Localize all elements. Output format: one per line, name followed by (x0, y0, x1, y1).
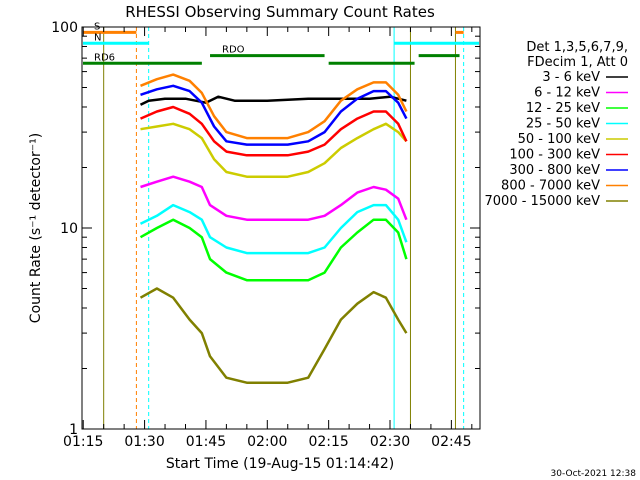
legend-label-7: 800 - 7000 keV (501, 179, 600, 194)
series-line-4 (140, 122, 408, 178)
legend-header-2: FDecim 1, Att 0 (527, 55, 628, 70)
series-line-8 (139, 287, 408, 384)
chart-title: RHESSI Observing Summary Count Rates (125, 3, 435, 21)
legend-label-2: 12 - 25 keV (526, 101, 600, 116)
annotation-label-n: N (94, 32, 101, 43)
annotation-label-rd6: RD6 (94, 52, 115, 63)
x-tick-label-02:30: 02:30 (370, 434, 410, 450)
series-line-1 (140, 175, 408, 221)
legend: Det 1,3,5,6,7,9, FDecim 1, Att 0 3 - 6 k… (485, 40, 628, 209)
x-tick-label-02:00: 02:00 (247, 434, 287, 450)
legend-label-5: 100 - 300 keV (509, 148, 600, 163)
legend-label-8: 7000 - 15000 keV (485, 194, 601, 209)
y-tick-label-1: 1 (69, 422, 78, 438)
y-tick-label-100: 100 (51, 20, 78, 36)
legend-label-1: 6 - 12 keV (534, 86, 600, 101)
x-axis-label: Start Time (19-Aug-15 01:14:42) (166, 456, 394, 472)
y-tick-label-10: 10 (60, 221, 78, 237)
series-line-2 (139, 218, 408, 282)
legend-label-0: 3 - 6 keV (542, 70, 600, 85)
x-tick-label-01:45: 01:45 (186, 434, 226, 450)
x-tick-label-02:45: 02:45 (431, 434, 471, 450)
series-line-7 (140, 73, 408, 140)
legend-label-3: 25 - 50 keV (526, 117, 600, 132)
x-tick-label-01:15: 01:15 (63, 434, 103, 450)
series-line-3 (139, 203, 408, 255)
legend-label-6: 300 - 800 keV (509, 163, 600, 178)
legend-header-1: Det 1,3,5,6,7,9, (526, 40, 628, 55)
series-group (139, 73, 408, 384)
x-tick-label-01:30: 01:30 (124, 434, 164, 450)
plot-frame (81, 26, 481, 430)
series-line-5 (140, 105, 408, 157)
y-axis: 1 10 100 (51, 20, 480, 438)
series-line-0 (139, 95, 407, 106)
series-line-6 (140, 84, 408, 146)
timestamp: 30-Oct-2021 12:38 (551, 469, 637, 479)
legend-label-4: 50 - 100 keV (518, 132, 601, 147)
x-axis: 01:15 01:30 01:45 02:00 02:15 02:30 02:45 (63, 27, 473, 450)
annotation-label-rdo: RDO (222, 45, 245, 56)
y-axis-label: Count Rate (s⁻¹ detector⁻¹) (28, 133, 44, 323)
x-tick-label-02:15: 02:15 (308, 434, 348, 450)
